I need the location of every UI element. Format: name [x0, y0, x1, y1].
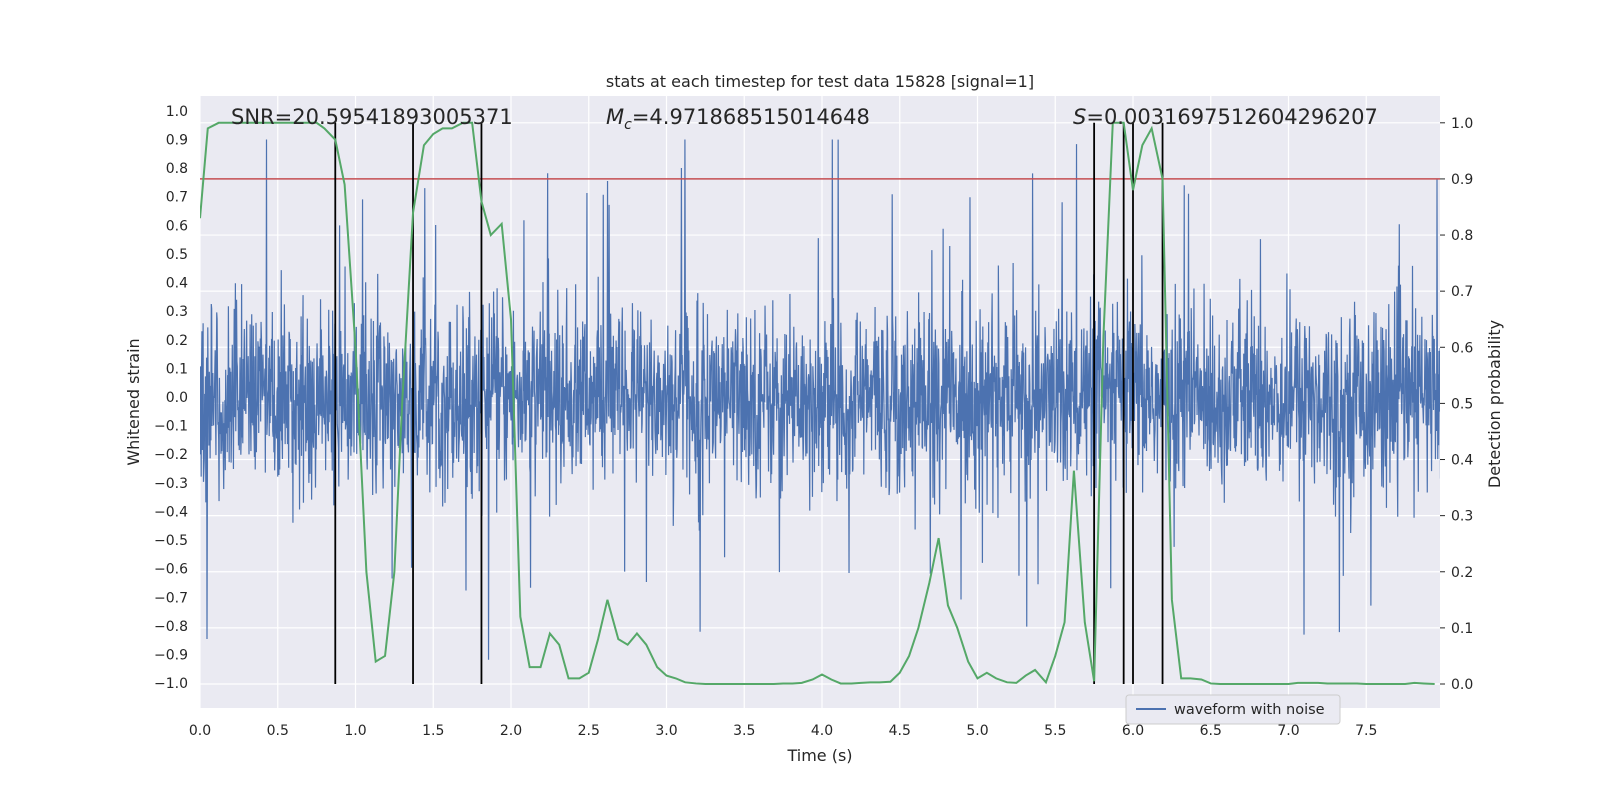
chart-title: stats at each timestep for test data 158… — [606, 72, 1034, 91]
x-tick-label: 1.0 — [344, 723, 366, 739]
y-right-tick-label: 0.3 — [1451, 509, 1473, 525]
y-left-tick-label: 0.5 — [166, 247, 188, 263]
y-right-tick-label: 0.9 — [1451, 172, 1473, 188]
x-tick-label: 3.5 — [733, 723, 755, 739]
y-left-tick-label: 0.2 — [166, 333, 188, 349]
y-left-tick-label: 0.7 — [166, 190, 188, 206]
x-tick-label: 6.5 — [1200, 723, 1222, 739]
s-annotation: S=0.0031697512604296207 — [1073, 105, 1378, 129]
y-right-tick-label: 0.5 — [1451, 396, 1473, 412]
y-right-tick-label: 0.0 — [1451, 677, 1473, 693]
x-tick-label: 6.0 — [1122, 723, 1144, 739]
y-axis-left-label: Whitened strain — [124, 338, 143, 465]
legend-box — [1125, 694, 1341, 725]
y-left-tick-label: 0.9 — [166, 133, 188, 149]
y-left-tick-label: 0.6 — [166, 218, 188, 234]
y-right-tick-label: 0.7 — [1451, 284, 1473, 300]
y-left-tick-label: −0.5 — [154, 533, 188, 549]
x-tick-label: 7.5 — [1355, 723, 1377, 739]
y-left-tick-label: 0.1 — [166, 361, 188, 377]
y-right-tick-label: 1.0 — [1451, 116, 1473, 132]
x-tick-label: 7.0 — [1277, 723, 1299, 739]
x-tick-label: 2.5 — [578, 723, 600, 739]
y-right-tick-label: 0.2 — [1451, 565, 1473, 581]
y-left-tick-label: −1.0 — [154, 676, 188, 692]
y-left-tick-label: −0.2 — [154, 447, 188, 463]
x-tick-label: 4.5 — [889, 723, 911, 739]
y-left-tick-label: 1.0 — [166, 104, 188, 120]
x-axis-label: Time (s) — [786, 746, 852, 765]
overlay — [200, 121, 1440, 685]
x-tick-label: 1.5 — [422, 723, 444, 739]
legend: waveform with noise — [1125, 694, 1341, 725]
y-left-tick-label: 0.8 — [166, 161, 188, 177]
x-tick-label: 2.0 — [500, 723, 522, 739]
strain-series — [200, 139, 1440, 660]
x-tick-label: 0.0 — [189, 723, 211, 739]
x-tick-label: 3.0 — [655, 723, 677, 739]
legend-label: waveform with noise — [1174, 702, 1325, 718]
y-left-tick-label: −0.8 — [154, 619, 188, 635]
strain-line — [200, 139, 1440, 660]
y-right-tick-label: 0.8 — [1451, 228, 1473, 244]
y-right-tick-label: 0.4 — [1451, 453, 1473, 469]
y-left-tick-label: 0.0 — [166, 390, 188, 406]
y-right-tick-label: 0.6 — [1451, 340, 1473, 356]
snr-annotation: SNR=20.59541893005371 — [231, 105, 513, 129]
x-tick-label: 5.5 — [1044, 723, 1066, 739]
y-left-tick-label: −0.1 — [154, 419, 188, 435]
y-axis-right-label: Detection probability — [1485, 320, 1504, 488]
y-left-tick-label: 0.4 — [166, 276, 188, 292]
y-right-tick-label: 0.1 — [1451, 621, 1473, 637]
y-left-tick-label: −0.3 — [154, 476, 188, 492]
y-left-tick-label: 0.3 — [166, 304, 188, 320]
x-tick-label: 5.0 — [966, 723, 988, 739]
x-tick-label: 4.0 — [811, 723, 833, 739]
y-left-tick-label: −0.7 — [154, 590, 188, 606]
x-tick-label: 0.5 — [267, 723, 289, 739]
y-left-tick-label: −0.4 — [154, 504, 188, 520]
probability-line — [200, 121, 1435, 685]
ticks: 0.0 0.5 1.0 1.5 2.0 2.5 3.0 3.5 4.0 4.5 5.0 5.5 6.0 6… — [154, 104, 1473, 739]
y-left-tick-label: −0.9 — [154, 647, 188, 663]
y-left-tick-label: −0.6 — [154, 562, 188, 578]
chirp-mass-annotation: Mc=4.971868515014648 — [606, 105, 870, 133]
